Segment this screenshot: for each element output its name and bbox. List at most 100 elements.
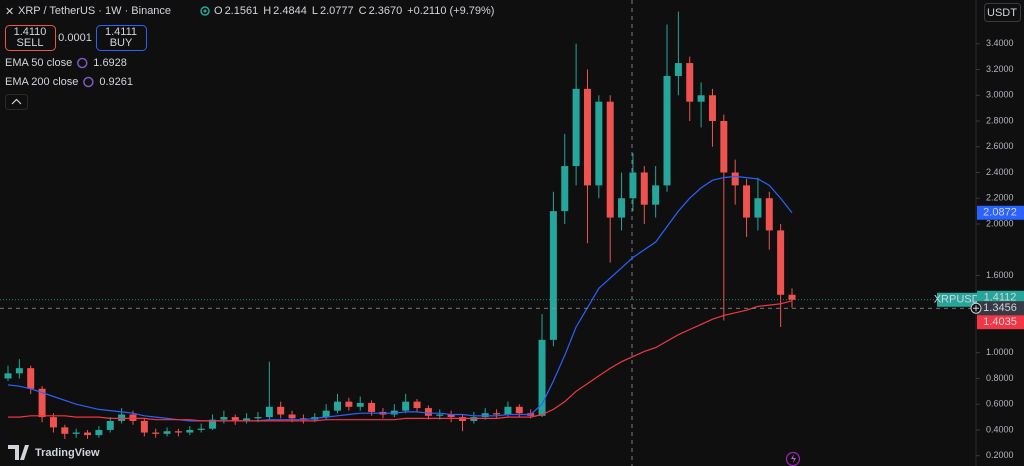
candle-body [106, 420, 114, 430]
candle-body [572, 88, 580, 167]
candle-body [356, 402, 364, 407]
candle-body [254, 417, 262, 419]
symbol-icon: ✕ [5, 6, 14, 18]
candle-body [549, 211, 557, 340]
candle-body [220, 417, 228, 420]
candle-body [84, 432, 92, 436]
candle-body [152, 432, 160, 434]
candle-body [765, 198, 773, 231]
y-tick-label: 2.0000 [986, 218, 1014, 228]
candle-body [777, 230, 785, 295]
candle-body [674, 63, 682, 76]
legend-name: EMA 50 close [5, 57, 72, 69]
ohlc-value: 2.0777 [320, 5, 354, 17]
collapse-button[interactable] [5, 94, 28, 110]
ohlc-label: H [263, 5, 271, 17]
y-tick-label: 2.8000 [986, 115, 1014, 125]
buy-price: 1.4111 [105, 26, 137, 38]
candle-body [686, 63, 694, 102]
ema200-price-label: 1.4035 [983, 316, 1017, 328]
ohlc-value: 2.1561 [225, 5, 259, 17]
y-tick-label: 3.0000 [986, 90, 1014, 100]
candle-body [49, 417, 57, 428]
collapse-icon [11, 98, 22, 105]
candle-body [186, 429, 194, 433]
candle-body [447, 414, 455, 418]
candle-body [209, 419, 217, 429]
candle-body [470, 417, 478, 421]
ema50-price-label-box [977, 205, 1024, 220]
y-tick-label: 2.6000 [986, 141, 1014, 151]
candle-body [38, 388, 46, 418]
ohlc-label: C [359, 5, 367, 17]
currency-button[interactable] [984, 3, 1021, 22]
legend-value: 0.9261 [99, 76, 133, 88]
ema-line [7, 175, 793, 422]
y-tick-label: 0.2000 [986, 450, 1014, 460]
candle-body [322, 410, 330, 418]
candle-body [731, 172, 739, 186]
candle-body [629, 172, 637, 199]
sell-button[interactable] [5, 25, 56, 51]
candle-body [743, 185, 751, 218]
candle-body [538, 339, 546, 416]
legend-icon [83, 76, 94, 88]
alert-bolt [791, 454, 796, 463]
candle-body [595, 101, 603, 186]
candle-body [493, 413, 501, 415]
candle-body [118, 414, 126, 421]
spread: 0.0001 [58, 32, 92, 44]
candle-body [95, 429, 103, 436]
candle-body [390, 410, 398, 415]
candle-body [368, 402, 376, 412]
candle-body [640, 172, 648, 205]
ohlc-values: O 2.1561 H 2.4844 L 2.0777 C 2.3670 +0.2110 (+9.… [214, 5, 494, 17]
candle-body [72, 432, 80, 434]
last-price-label: 1.4112 [984, 292, 1017, 304]
candle-body [504, 406, 512, 415]
status-dot [200, 6, 210, 16]
candle-body [265, 406, 273, 418]
crosshair-add-plus [973, 305, 979, 312]
y-tick-label: 0.4000 [986, 424, 1014, 434]
indicator-legend: EMA 50 close 1.6928 EMA 200 close 0.9261 [5, 57, 133, 88]
ema200-price-label-box [977, 315, 1024, 330]
symbol-title: XRP / TetherUS · 1W · Binance [18, 5, 171, 17]
crosshair-price-label: 1.3456 [983, 302, 1017, 314]
candle-body [402, 401, 410, 411]
y-tick-label: 1.0000 [986, 347, 1014, 357]
candle-body [15, 368, 23, 374]
candle-body [174, 431, 182, 433]
sell-price: 1.4110 [14, 26, 47, 38]
candle-body [708, 95, 716, 122]
candle-body [163, 431, 171, 434]
footer-brand: TradingView [35, 447, 100, 459]
candle-body [243, 418, 251, 421]
candle-body [231, 417, 239, 421]
buy-button[interactable] [96, 25, 147, 51]
candle-body [663, 75, 671, 186]
y-tick-label: 1.6000 [986, 270, 1014, 280]
plot [0, 11, 980, 457]
trade-buttons: 1.4110 SELL 0.0001 1.4111 BUY [5, 25, 147, 51]
candle-body [754, 198, 762, 218]
buy-label: BUY [110, 37, 133, 49]
candle-body [515, 406, 523, 414]
y-tick-label: 2.4000 [986, 167, 1014, 177]
candle-body [436, 414, 444, 416]
crosshair-price-label-box [977, 301, 1024, 316]
candle-body [334, 401, 342, 411]
y-tick-label: 2.2000 [986, 193, 1014, 203]
symbol-label-box [937, 292, 983, 307]
candle-body [288, 414, 296, 419]
ohlc-value: 2.3670 [369, 5, 403, 17]
candle-body [129, 414, 137, 421]
axis-currency: USDT [987, 7, 1017, 19]
candle-body [299, 418, 307, 420]
candle-body [652, 185, 660, 205]
tradingview-logo [8, 445, 29, 460]
legend-value: 1.6928 [93, 57, 127, 69]
y-tick-label: 3.2000 [986, 64, 1014, 74]
